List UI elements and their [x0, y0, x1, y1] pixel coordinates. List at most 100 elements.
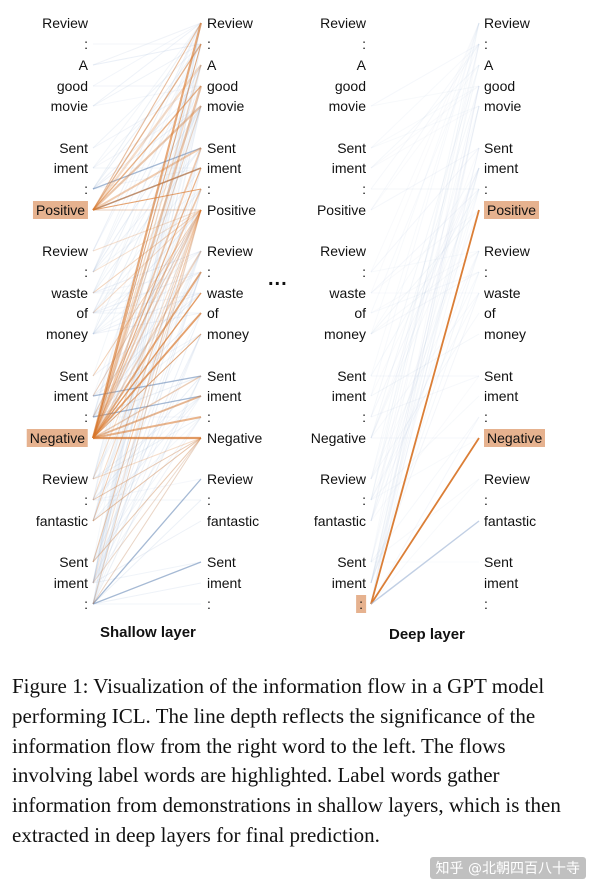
- flow-line-262: [370, 167, 480, 584]
- flow-line-210: [370, 209, 480, 294]
- flow-line-241: [370, 64, 480, 501]
- flow-line-50: [92, 250, 202, 335]
- flow-line-227: [370, 167, 480, 418]
- shallow-right-token-13: money: [207, 326, 250, 342]
- flow-line-202: [370, 43, 480, 211]
- flow-line-178: [92, 209, 202, 397]
- deep-right-token-5: Sent: [484, 140, 513, 156]
- flow-line-171: [92, 416, 202, 439]
- shallow-left-token-10: :: [84, 264, 88, 280]
- flow-line-73: [92, 105, 202, 439]
- flow-line-203: [370, 64, 480, 211]
- flow-line-111: [92, 416, 202, 563]
- deep-left-token-2: A: [356, 57, 366, 73]
- deep-right-token-19: :: [484, 492, 488, 508]
- flow-line-151: [92, 147, 202, 211]
- shallow-right-token-18: Review: [207, 471, 253, 487]
- flow-line-11: [92, 64, 202, 169]
- flow-line-248: [370, 85, 480, 522]
- flow-line-274: [370, 437, 480, 605]
- shallow-left-token-20: fantastic: [35, 513, 88, 529]
- flow-line-164: [92, 250, 202, 439]
- shallow-left-token-14: Sent: [59, 368, 88, 384]
- deep-right-token-13: money: [484, 326, 527, 342]
- flow-line-232: [370, 188, 480, 439]
- shallow-right-token-10: :: [207, 264, 211, 280]
- deep-right-token-12: of: [484, 305, 496, 321]
- flow-line-237: [370, 209, 480, 480]
- flow-line-102: [92, 395, 202, 522]
- flow-line-229: [370, 85, 480, 439]
- shallow-right-token-3: good: [207, 78, 239, 94]
- flow-line-74: [92, 209, 202, 439]
- deep-left-token-1: :: [362, 36, 366, 52]
- flow-line-269: [370, 105, 480, 605]
- flow-line-3: [92, 22, 202, 87]
- flow-line-209: [370, 188, 480, 294]
- flow-line-221: [370, 188, 480, 377]
- flow-line-252: [370, 375, 480, 522]
- flow-line-155: [91, 22, 203, 439]
- flow-line-103: [92, 416, 202, 522]
- shallow-layer-title: Shallow layer: [100, 624, 196, 641]
- flow-line-72: [92, 85, 202, 439]
- deep-left-token-0: Review: [320, 15, 366, 31]
- shallow-left-token-15: iment: [53, 388, 88, 404]
- flow-line-174: [92, 209, 202, 273]
- flow-line-75: [92, 250, 202, 439]
- flow-line-5: [92, 22, 202, 107]
- flow-line-245: [370, 395, 480, 501]
- flow-line-183: [92, 209, 202, 563]
- shallow-left-token-22: iment: [53, 575, 88, 591]
- deep-left-token-20: fantastic: [313, 513, 366, 529]
- flow-line-194: [370, 43, 480, 149]
- flow-line-161: [92, 167, 202, 439]
- deep-right-token-16: :: [484, 409, 488, 425]
- deep-right-token-10: :: [484, 264, 488, 280]
- deep-right-token-8: Positive: [484, 201, 540, 219]
- shallow-left-token-3: good: [56, 78, 88, 94]
- flow-line-65: [92, 250, 202, 418]
- flow-line-224: [370, 167, 480, 397]
- flow-line-149: [92, 85, 202, 211]
- flow-line-244: [370, 292, 480, 501]
- flow-line-121: [92, 333, 202, 584]
- flow-line-196: [370, 105, 480, 149]
- deep-right-token-15: iment: [484, 388, 519, 404]
- deep-right-token-22: iment: [484, 575, 519, 591]
- flow-line-127: [92, 22, 202, 605]
- ellipsis: ...: [268, 268, 288, 290]
- flow-line-153: [92, 188, 202, 211]
- flow-line-115: [92, 64, 202, 584]
- shallow-right-token-4: movie: [207, 98, 245, 114]
- flow-line-167: [92, 312, 202, 439]
- flow-line-165: [92, 271, 202, 439]
- deep-left-token-22: iment: [331, 575, 366, 591]
- deep-right-token-9: Review: [484, 243, 530, 259]
- deep-left-token-17: Negative: [310, 430, 366, 446]
- flow-line-198: [370, 85, 480, 169]
- shallow-left-token-12: of: [76, 305, 88, 321]
- flow-line-24: [92, 22, 202, 252]
- shallow-left-token-16: :: [84, 409, 88, 425]
- shallow-right-token-23: :: [207, 596, 211, 612]
- flow-line-117: [92, 105, 202, 584]
- figure-caption: Figure 1: Visualization of the informati…: [12, 674, 561, 847]
- deep-left-token-7: :: [362, 181, 366, 197]
- flow-line-192: [370, 43, 480, 107]
- flow-line-217: [370, 209, 480, 335]
- deep-left-token-21: Sent: [337, 554, 366, 570]
- flow-line-236: [370, 105, 480, 480]
- flow-line-49: [92, 209, 202, 335]
- flow-line-114: [92, 43, 202, 584]
- flow-line-191: [92, 437, 202, 605]
- shallow-left-token-7: :: [84, 181, 88, 197]
- flow-line-157: [92, 64, 202, 439]
- shallow-left-token-11: waste: [51, 285, 88, 301]
- deep-left-token-11: waste: [329, 285, 366, 301]
- shallow-right-token-2: A: [207, 57, 217, 73]
- flow-line-42: [92, 250, 202, 314]
- flow-line-220: [370, 22, 480, 377]
- shallow-left-token-2: A: [78, 57, 88, 73]
- flow-line-189: [92, 437, 202, 563]
